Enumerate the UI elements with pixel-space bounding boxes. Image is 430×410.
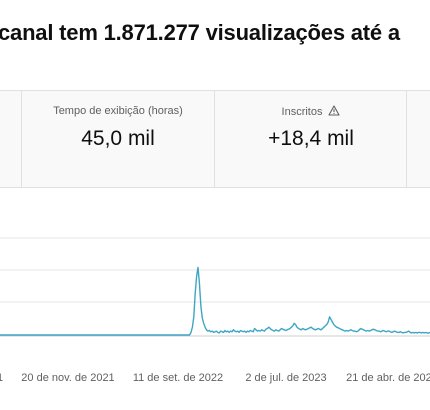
metric-card-subscribers[interactable]: Inscritos +18,4 mil — [215, 91, 407, 187]
x-tick-label: 11 de set. de 2022 — [133, 372, 223, 384]
x-tick-label: 20 de nov. de 2021 — [21, 372, 114, 384]
card-divider — [214, 91, 215, 187]
metric-value: +18,4 mil — [268, 127, 354, 150]
x-tick-label: 1 — [0, 372, 3, 384]
metric-card-watch-time[interactable]: Tempo de exibição (horas) 45,0 mil — [22, 91, 214, 187]
metric-label: Tempo de exibição (horas) — [53, 105, 183, 117]
series-line[interactable] — [0, 266, 430, 336]
card-divider — [21, 91, 22, 187]
metric-label: Inscritos — [215, 105, 407, 119]
metric-cards: Tempo de exibição (horas) 45,0 mil Inscr… — [0, 90, 430, 188]
x-tick-label: 21 de abr. de 2024 — [346, 372, 430, 384]
card-divider — [406, 91, 407, 187]
metric-value: 45,0 mil — [81, 127, 155, 150]
views-line-chart: 1 20 de nov. de 2021 11 de set. de 2022 2 d… — [0, 237, 430, 384]
page-title: canal tem 1.871.277 visualizações até a — [0, 20, 400, 45]
warning-icon[interactable] — [328, 105, 341, 119]
x-tick-label: 2 de jul. de 2023 — [245, 372, 326, 384]
